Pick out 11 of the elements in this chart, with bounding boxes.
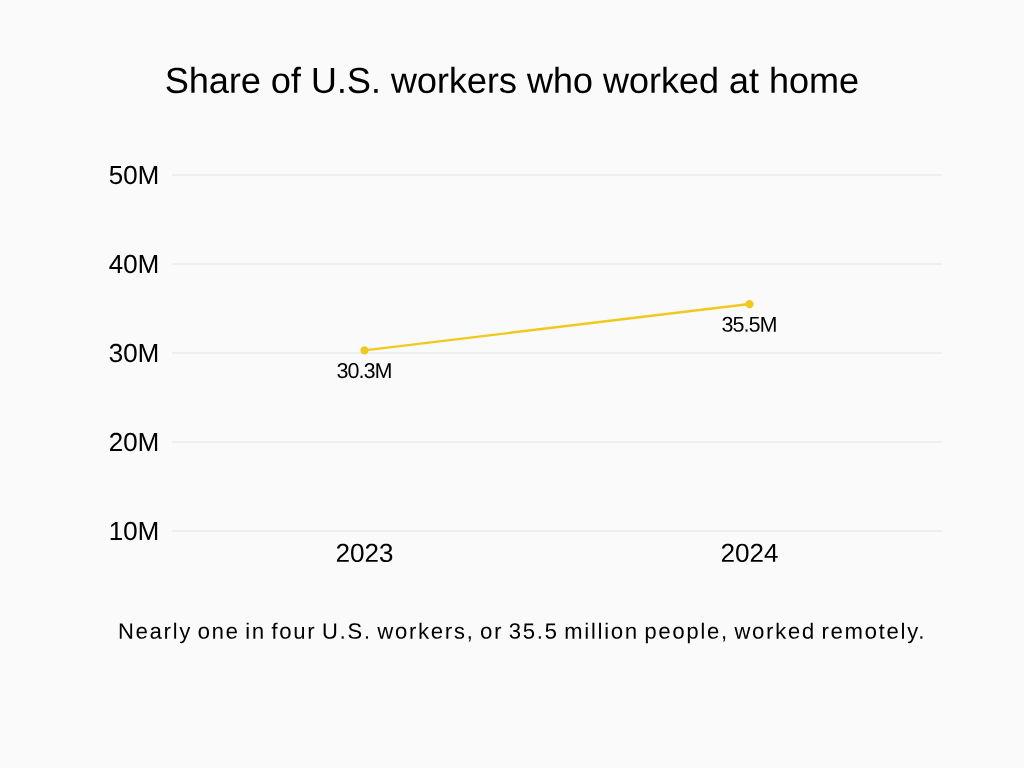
data-label: 30.3M xyxy=(337,363,391,379)
chart-title: Share of U.S. workers who worked at home xyxy=(166,66,858,94)
y-tick-label: 30M xyxy=(109,343,158,363)
data-label: 35.5M xyxy=(722,316,776,332)
x-tick-label: 2023 xyxy=(336,543,393,563)
y-tick-label: 10M xyxy=(110,521,158,541)
y-tick-label: 20M xyxy=(110,432,158,452)
y-tick-label: 50M xyxy=(109,165,158,185)
x-tick-label: 2024 xyxy=(721,543,778,563)
text: Nearly one in four U.S. workers, or 35.5 million people, worked remotely. xyxy=(119,622,923,644)
y-tick-label: 40M xyxy=(109,254,158,274)
